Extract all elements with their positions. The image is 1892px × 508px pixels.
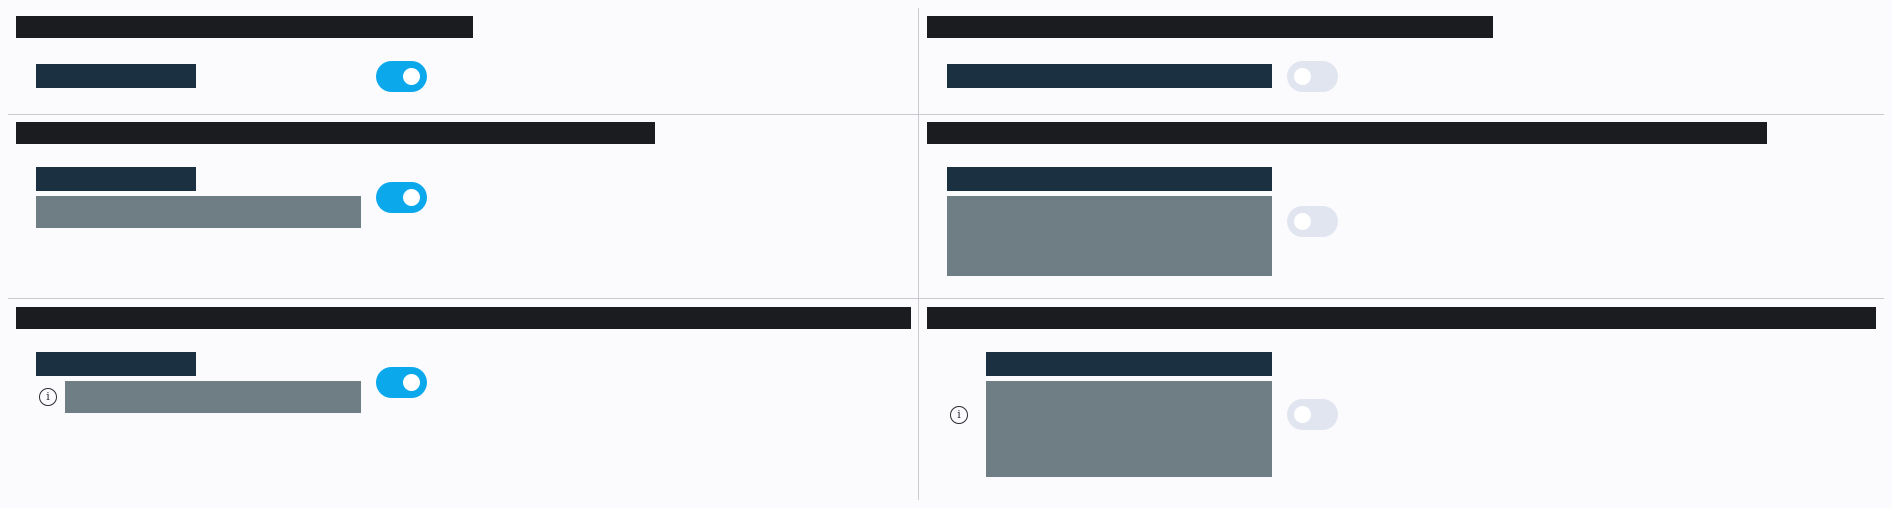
cell-heading bbox=[16, 16, 473, 38]
toggle-knob bbox=[403, 374, 420, 391]
row-divider bbox=[8, 298, 1884, 299]
toggle-knob bbox=[1294, 68, 1311, 85]
cell-heading bbox=[16, 307, 911, 329]
info-icon[interactable]: i bbox=[39, 388, 57, 406]
toggle-description bbox=[65, 381, 361, 413]
toggle-knob bbox=[403, 189, 420, 206]
toggle-label bbox=[36, 167, 196, 191]
row-divider bbox=[8, 114, 1884, 115]
toggle-label bbox=[947, 64, 1272, 88]
toggle-label bbox=[986, 352, 1272, 376]
toggle-switch[interactable] bbox=[1287, 206, 1338, 237]
info-icon[interactable]: i bbox=[950, 406, 968, 424]
cell-heading bbox=[927, 16, 1493, 38]
toggle-label bbox=[36, 352, 196, 376]
toggle-switch[interactable] bbox=[376, 367, 427, 398]
cell-heading bbox=[927, 122, 1767, 144]
column-divider bbox=[918, 8, 919, 500]
toggle-label bbox=[947, 167, 1272, 191]
toggle-switch[interactable] bbox=[1287, 399, 1338, 430]
toggle-switch[interactable] bbox=[1287, 61, 1338, 92]
toggle-description bbox=[36, 196, 361, 228]
cell-heading bbox=[16, 122, 655, 144]
toggle-knob bbox=[403, 68, 420, 85]
toggle-description bbox=[986, 381, 1272, 477]
toggle-description bbox=[947, 196, 1272, 276]
toggle-knob bbox=[1294, 406, 1311, 423]
toggle-switch[interactable] bbox=[376, 61, 427, 92]
toggle-label bbox=[36, 64, 196, 88]
toggle-knob bbox=[1294, 213, 1311, 230]
cell-heading bbox=[927, 307, 1876, 329]
toggle-switch[interactable] bbox=[376, 182, 427, 213]
